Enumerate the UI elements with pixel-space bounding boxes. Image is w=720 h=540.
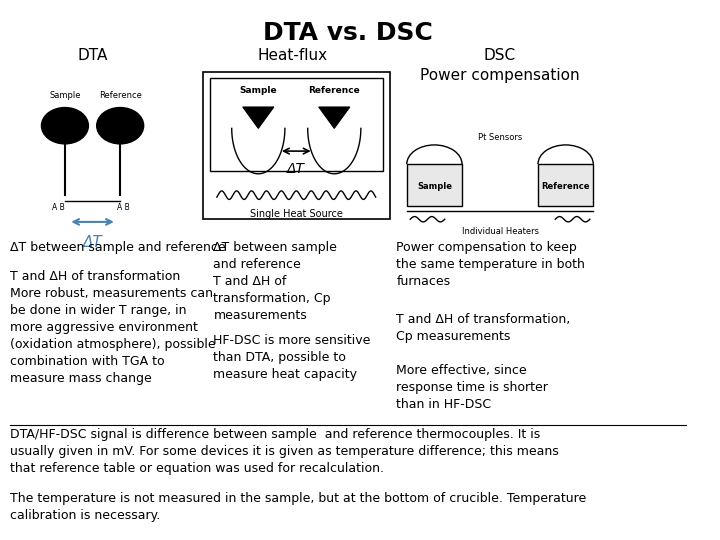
Text: Reference: Reference	[99, 91, 142, 99]
Text: Individual Heaters: Individual Heaters	[462, 227, 539, 236]
Text: HF-DSC is more sensitive
than DTA, possible to
measure heat capacity: HF-DSC is more sensitive than DTA, possi…	[213, 334, 371, 381]
Text: DTA vs. DSC: DTA vs. DSC	[263, 22, 433, 45]
Circle shape	[96, 107, 144, 144]
Text: T and ΔH of transformation
More robust, measurements can
be done in wider T rang: T and ΔH of transformation More robust, …	[9, 270, 215, 385]
Text: DTA/HF-DSC signal is difference between sample  and reference thermocouples. It : DTA/HF-DSC signal is difference between …	[9, 428, 559, 475]
Text: Single Heat Source: Single Heat Source	[250, 208, 343, 219]
Text: ΔT between sample and reference: ΔT between sample and reference	[9, 241, 225, 254]
Text: ΔT between sample
and reference
T and ΔH of
transformation, Cp
measurements: ΔT between sample and reference T and ΔH…	[213, 241, 337, 322]
Bar	[538, 164, 593, 206]
Text: Heat-flux: Heat-flux	[258, 48, 328, 63]
Text: ΔΤ: ΔΤ	[83, 235, 102, 250]
Text: DTA: DTA	[77, 48, 108, 63]
Text: T and ΔH of transformation,
Cp measurements: T and ΔH of transformation, Cp measureme…	[397, 313, 571, 343]
Text: More effective, since
response time is shorter
than in HF-DSC: More effective, since response time is s…	[397, 363, 549, 410]
Text: DSC: DSC	[484, 48, 516, 63]
Text: Power compensation to keep
the same temperature in both
furnaces: Power compensation to keep the same temp…	[397, 241, 585, 288]
Text: ΔΤ: ΔΤ	[287, 162, 305, 176]
Bar	[407, 164, 462, 206]
Text: Reference: Reference	[541, 182, 590, 191]
Polygon shape	[319, 107, 350, 129]
Text: A B: A B	[117, 203, 130, 212]
Bar	[203, 72, 390, 219]
Text: The temperature is not measured in the sample, but at the bottom of crucible. Te: The temperature is not measured in the s…	[9, 492, 586, 522]
Text: A B: A B	[52, 203, 64, 212]
Text: Sample: Sample	[417, 182, 452, 191]
Text: Sample: Sample	[240, 86, 277, 94]
Bar	[210, 78, 382, 171]
Polygon shape	[243, 107, 274, 129]
Text: Reference: Reference	[308, 86, 360, 94]
Text: Pt Sensors: Pt Sensors	[478, 133, 522, 141]
Text: Power compensation: Power compensation	[420, 68, 580, 83]
Text: Sample: Sample	[49, 91, 81, 99]
Circle shape	[42, 107, 89, 144]
